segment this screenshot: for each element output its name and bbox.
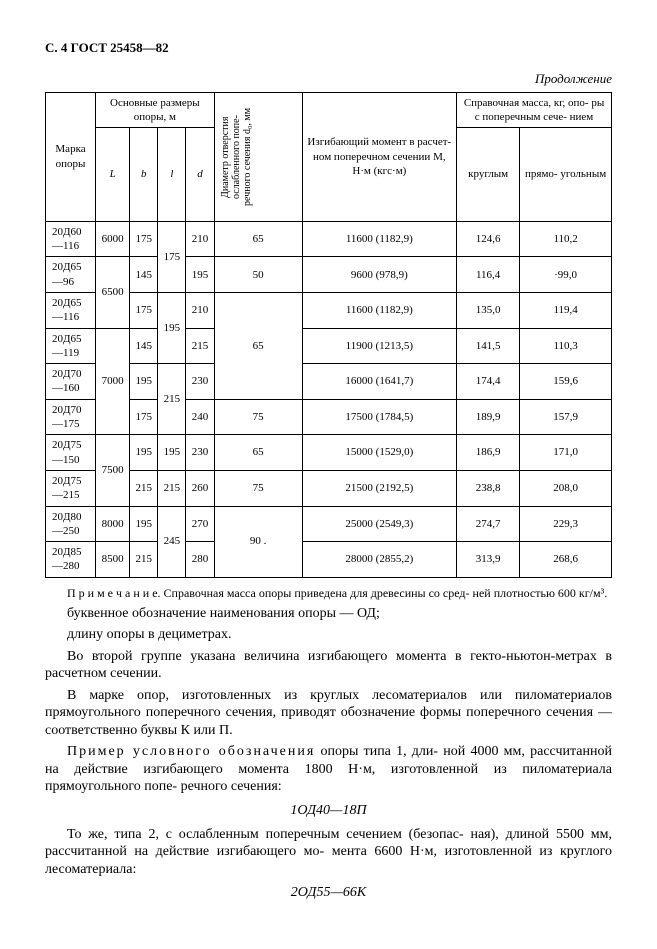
col-L: L: [96, 128, 130, 221]
data-table: Марка опоры Основные размеры опоры, м Ди…: [45, 92, 612, 578]
col-d: d: [186, 128, 214, 221]
para-1: буквенное обозначение наименования опоры…: [45, 605, 612, 623]
table-row: 20Д85—280 8500 215 280 28000 (2855,2) 31…: [46, 542, 612, 578]
col-round: круглым: [457, 128, 520, 221]
example-2-code: 2ОД55—66К: [45, 884, 612, 902]
table-row: 20Д65—116 175 195 210 65 11600 (1182,9) …: [46, 292, 612, 328]
page-header: С. 4 ГОСТ 25458—82: [45, 40, 612, 57]
col-sizes: Основные размеры опоры, м: [96, 92, 215, 128]
table-row: 20Д70—160 195 215 230 16000 (1641,7) 174…: [46, 364, 612, 400]
col-b: b: [130, 128, 158, 221]
col-diam: Диаметр отверстия ослабленного попе- реч…: [214, 92, 302, 221]
col-mark: Марка опоры: [46, 92, 96, 221]
table-row: 20Д65—119 7000 145 215 11900 (1213,5) 14…: [46, 328, 612, 364]
table-note: П р и м е ч а н и е. Справочная масса оп…: [45, 586, 612, 601]
example-1-intro: Пример условного обозначения опоры типа …: [45, 743, 612, 796]
table-row: 20Д75—215 215 215 260 75 21500 (2192,5) …: [46, 470, 612, 506]
table-row: 20Д70—175 175 240 75 17500 (1784,5) 189,…: [46, 399, 612, 435]
col-mass: Справочная масса, кг, опо- ры с поперечн…: [457, 92, 612, 128]
table-row: 20Д75—150 7500 195 195 230 65 15000 (152…: [46, 435, 612, 471]
para-4: В марке опор, изготовленных из круглых л…: [45, 687, 612, 740]
continuation-label: Продолжение: [45, 71, 612, 88]
table-row: 20Д80—250 8000 195 245 270 90 . 25000 (2…: [46, 506, 612, 542]
col-moment: Изгибающий момент в расчет- ном поперечн…: [302, 92, 457, 221]
para-3: Во второй группе указана величина изгиба…: [45, 648, 612, 683]
example-2-text: То же, типа 2, с ослабленным поперечным …: [45, 826, 612, 879]
col-rect: прямо- угольным: [520, 128, 612, 221]
col-l: l: [158, 128, 186, 221]
example-label: Пример условного обозначения: [67, 744, 315, 759]
table-row: 20Д65—96 6500 145 195 50 9600 (978,9) 11…: [46, 257, 612, 293]
example-1-code: 1ОД40—18П: [45, 802, 612, 820]
para-2: длину опоры в дециметрах.: [45, 626, 612, 644]
table-row: 20Д60—116 6000 175 175 210 65 11600 (118…: [46, 221, 612, 257]
